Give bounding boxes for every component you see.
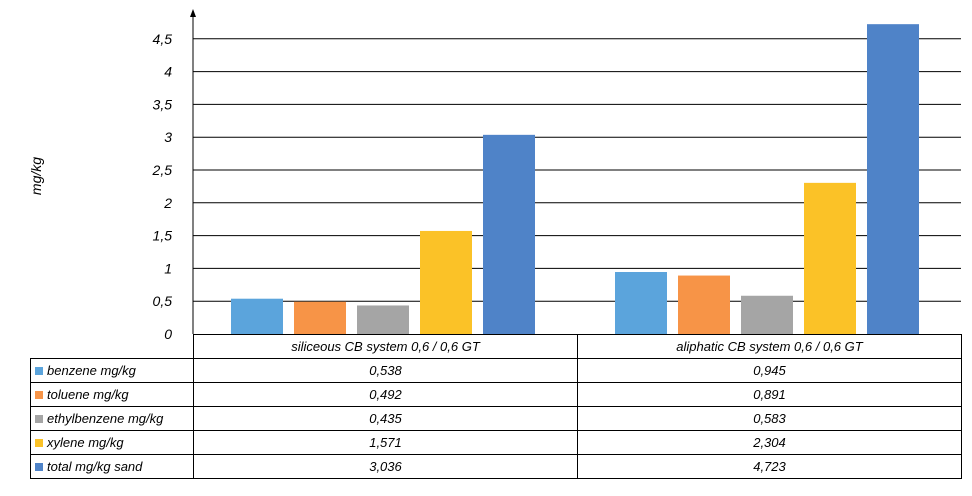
series-legend-cell: total mg/kg sand xyxy=(30,454,194,479)
bar xyxy=(867,24,919,334)
bar xyxy=(294,301,346,334)
data-value-cell: 3,036 xyxy=(193,454,578,479)
legend-swatch xyxy=(35,367,43,375)
y-tick-label: 2 xyxy=(163,195,172,211)
gridlines xyxy=(193,38,961,302)
y-tick-label: 2,5 xyxy=(152,162,173,178)
y-tick-label: 3,5 xyxy=(153,96,173,112)
series-legend-cell: toluene mg/kg xyxy=(30,382,194,407)
bar xyxy=(483,134,535,334)
data-value-cell: 0,435 xyxy=(193,406,578,431)
bar xyxy=(420,230,472,334)
legend-swatch xyxy=(35,415,43,423)
data-value-cell: 2,304 xyxy=(577,430,962,455)
data-value-cell: 0,492 xyxy=(193,382,578,407)
data-value-cell: 0,583 xyxy=(577,406,962,431)
series-name: toluene mg/kg xyxy=(47,387,129,402)
bar xyxy=(357,305,409,334)
bar xyxy=(231,298,283,334)
series-legend-cell: benzene mg/kg xyxy=(30,358,194,383)
bar xyxy=(678,275,730,334)
series-legend-cell: ethylbenzene mg/kg xyxy=(30,406,194,431)
data-table-corner xyxy=(30,334,194,359)
y-tick-label: 4,5 xyxy=(153,31,173,47)
series-name: benzene mg/kg xyxy=(47,363,136,378)
data-value-cell: 0,945 xyxy=(577,358,962,383)
legend-swatch xyxy=(35,463,43,471)
y-tick-label: 0,5 xyxy=(153,293,173,309)
bar xyxy=(804,182,856,334)
y-tick-label: 1,5 xyxy=(153,228,173,244)
data-table-row: toluene mg/kg 0,492 0,891 xyxy=(30,382,962,407)
chart: 0 0,5 1 1,5 2 2,5 3 3,5 4 4,5 mg/kg xyxy=(28,9,961,340)
series-name: ethylbenzene mg/kg xyxy=(47,411,164,426)
series-name: total mg/kg sand xyxy=(47,459,143,474)
legend-swatch xyxy=(35,439,43,447)
category-label: aliphatic CB system 0,6 / 0,6 GT xyxy=(577,334,962,359)
y-axis-arrow xyxy=(190,9,196,17)
data-table-row: xylene mg/kg 1,571 2,304 xyxy=(30,430,962,455)
data-value-cell: 0,538 xyxy=(193,358,578,383)
y-axis-label: mg/kg xyxy=(28,157,44,195)
data-table-row: ethylbenzene mg/kg 0,435 0,583 xyxy=(30,406,962,431)
series-name: xylene mg/kg xyxy=(47,435,124,450)
y-tick-label: 4 xyxy=(164,64,172,80)
bar xyxy=(741,295,793,334)
bar xyxy=(615,272,667,334)
data-value-cell: 0,891 xyxy=(577,382,962,407)
y-tick-label: 1 xyxy=(164,260,172,276)
data-value-cell: 1,571 xyxy=(193,430,578,455)
category-label: siliceous CB system 0,6 / 0,6 GT xyxy=(193,334,578,359)
data-table: siliceous CB system 0,6 / 0,6 GT aliphat… xyxy=(30,334,962,479)
series-legend-cell: xylene mg/kg xyxy=(30,430,194,455)
y-tick-label: 0 xyxy=(164,326,172,340)
data-table-header: siliceous CB system 0,6 / 0,6 GT aliphat… xyxy=(30,334,962,359)
data-value-cell: 4,723 xyxy=(577,454,962,479)
y-tick-label: 3 xyxy=(164,129,172,145)
legend-swatch xyxy=(35,391,43,399)
data-table-row: benzene mg/kg 0,538 0,945 xyxy=(30,358,962,383)
bars xyxy=(231,24,919,334)
data-table-row: total mg/kg sand 3,036 4,723 xyxy=(30,454,962,479)
y-axis-ticks: 0 0,5 1 1,5 2 2,5 3 3,5 4 4,5 xyxy=(152,31,173,340)
